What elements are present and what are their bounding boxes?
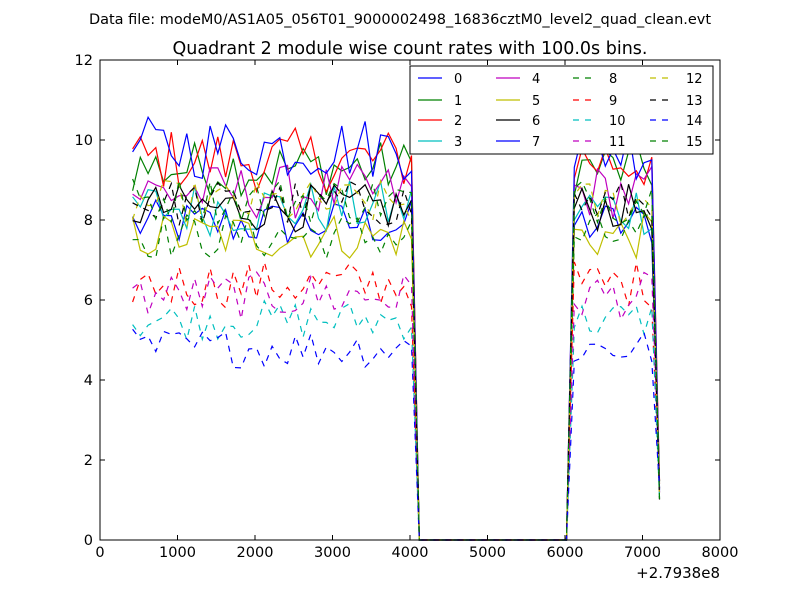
y-tick-label: 0 [84,533,93,549]
x-tick-label: 6000 [547,545,584,561]
y-tick-label: 8 [84,213,93,229]
legend-frame [409,65,714,155]
series-line-14 [132,328,661,541]
series-line-4 [132,163,661,541]
legend-label-4: 4 [532,72,540,87]
legend-label-1: 1 [454,94,462,109]
legend-label-15: 15 [686,135,703,150]
legend-label-13: 13 [686,94,703,109]
series-line-11 [132,271,661,541]
y-tick-label: 6 [84,293,93,309]
legend-label-0: 0 [454,72,462,87]
legend-label-5: 5 [532,94,540,109]
y-tick-label: 12 [75,53,93,69]
y-tick-label: 10 [75,133,93,149]
series-line-8 [132,212,661,541]
series-line-5 [132,211,661,541]
legend-label-2: 2 [454,114,462,129]
series-line-3 [132,179,661,541]
x-tick-label: 5000 [469,545,506,561]
x-tick-label: 8000 [702,545,739,561]
legend-label-3: 3 [454,135,462,150]
series-layer [132,115,661,541]
legend-label-12: 12 [686,72,703,87]
x-tick-label: 1000 [159,545,196,561]
x-tick-label: 4000 [392,545,429,561]
legend-label-10: 10 [609,114,626,129]
y-tick-label: 2 [84,453,93,469]
legend-label-8: 8 [609,72,617,87]
legend-label-6: 6 [532,114,540,129]
legend-label-14: 14 [686,114,703,129]
series-line-15 [132,178,661,541]
x-tick-label: 7000 [624,545,661,561]
series-line-13 [132,180,661,541]
legend-label-7: 7 [532,135,540,150]
x-tick-label: 0 [95,545,104,561]
x-tick-label: 3000 [314,545,351,561]
x-tick-label: 2000 [237,545,274,561]
series-line-0 [132,198,661,541]
series-line-10 [132,299,661,541]
series-line-6 [132,183,661,541]
series-line-12 [132,178,661,541]
chart-title: Quadrant 2 module wise count rates with … [173,39,648,59]
series-line-9 [132,261,661,541]
data-file-label: Data file: modeM0/AS1A05_056T01_90000024… [89,12,711,28]
axes-layer: 0 1000 2000 3000 4000 5000 6000 7000 80000246810… [75,53,739,561]
y-tick-label: 4 [84,373,93,389]
legend-label-9: 9 [609,94,617,109]
x-offset-label: +2.7938e8 [636,564,720,582]
legend-label-11: 11 [609,135,626,150]
series-line-7 [132,115,661,541]
